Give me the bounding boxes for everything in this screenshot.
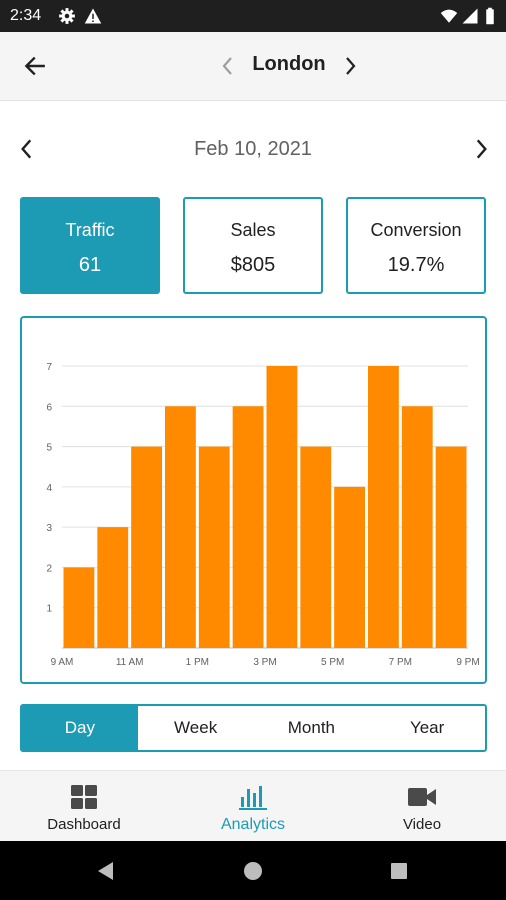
x-tick-label: 9 AM [51,657,74,668]
metric-card-traffic[interactable]: Traffic 61 [20,197,160,294]
date-label: Feb 10, 2021 [194,138,312,160]
x-tick-label: 5 PM [321,657,344,668]
period-selector: Day Week Month Year [20,704,487,752]
video-icon [408,788,436,806]
nav-video[interactable]: Video [338,771,506,842]
recents-square-icon[interactable] [387,859,411,883]
x-tick-label: 3 PM [253,657,276,668]
tab-year[interactable]: Year [409,718,445,737]
next-date-icon[interactable] [468,136,494,162]
bar [165,406,196,648]
x-tick-label: 9 PM [456,657,479,668]
metric-label: Conversion [370,220,462,240]
nav-analytics[interactable]: Analytics [169,771,337,842]
status-bar: 2:34 [0,0,506,32]
x-tick-label: 11 AM [116,657,144,668]
tab-day[interactable]: Day [22,706,138,750]
traffic-chart-panel: 1 2 3 4 5 6 7 9 AM 11 AM 1 PM 3 PM 5 PM 7 PM 9 PM [20,316,487,684]
previous-date-icon[interactable] [14,136,40,162]
analytics-icon [239,786,267,810]
dashboard-icon [71,785,97,809]
bar [232,406,264,648]
metric-card-sales[interactable]: Sales $805 [183,197,323,294]
bar [401,406,433,648]
signal-icon [462,8,478,24]
bottom-navigation: Dashboard Analytics Video [0,770,506,842]
tab-week[interactable]: Week [174,718,218,737]
metric-value: $805 [230,254,276,276]
nav-label: Analytics [220,816,286,833]
app-bar: London [0,32,506,101]
bar [334,486,365,648]
bar [368,366,399,648]
city-title: London [252,53,326,75]
x-tick-label: 7 PM [389,657,412,668]
system-navigation-bar [0,841,506,900]
nav-label: Video [402,816,442,833]
y-tick-label: 1 [46,604,52,615]
metric-label: Traffic [65,220,115,240]
metric-label: Sales [230,220,276,240]
bar [63,567,95,648]
tab-month[interactable]: Month [287,718,335,737]
y-tick-label: 2 [46,563,52,574]
bar [198,446,230,648]
warning-icon [84,8,102,24]
battery-icon [486,7,494,25]
nav-dashboard[interactable]: Dashboard [0,771,168,842]
home-circle-icon[interactable] [241,859,265,883]
settings-icon [59,8,75,24]
traffic-bar-chart: 1 2 3 4 5 6 7 9 AM 11 AM 1 PM 3 PM 5 PM 7 PM 9 PM [46,362,479,668]
chevron-right-icon[interactable] [338,53,362,79]
x-tick-label: 1 PM [186,657,209,668]
y-tick-label: 4 [46,483,52,494]
bar [97,527,129,648]
bar [300,446,332,648]
status-time: 2:34 [10,7,42,24]
y-tick-label: 3 [46,523,52,534]
chevron-left-icon[interactable] [216,53,240,79]
y-tick-label: 5 [46,443,52,454]
metric-value: 19.7% [387,254,445,276]
y-tick-label: 7 [46,362,52,373]
bar [131,446,162,648]
bar [435,446,467,648]
arrow-back-icon[interactable] [22,53,48,79]
bar [266,366,298,648]
y-tick-label: 6 [46,402,52,413]
back-triangle-icon[interactable] [94,859,118,883]
metric-value: 61 [78,254,102,276]
metric-card-conversion[interactable]: Conversion 19.7% [346,197,486,294]
nav-label: Dashboard [47,816,121,833]
wifi-icon [440,9,458,23]
